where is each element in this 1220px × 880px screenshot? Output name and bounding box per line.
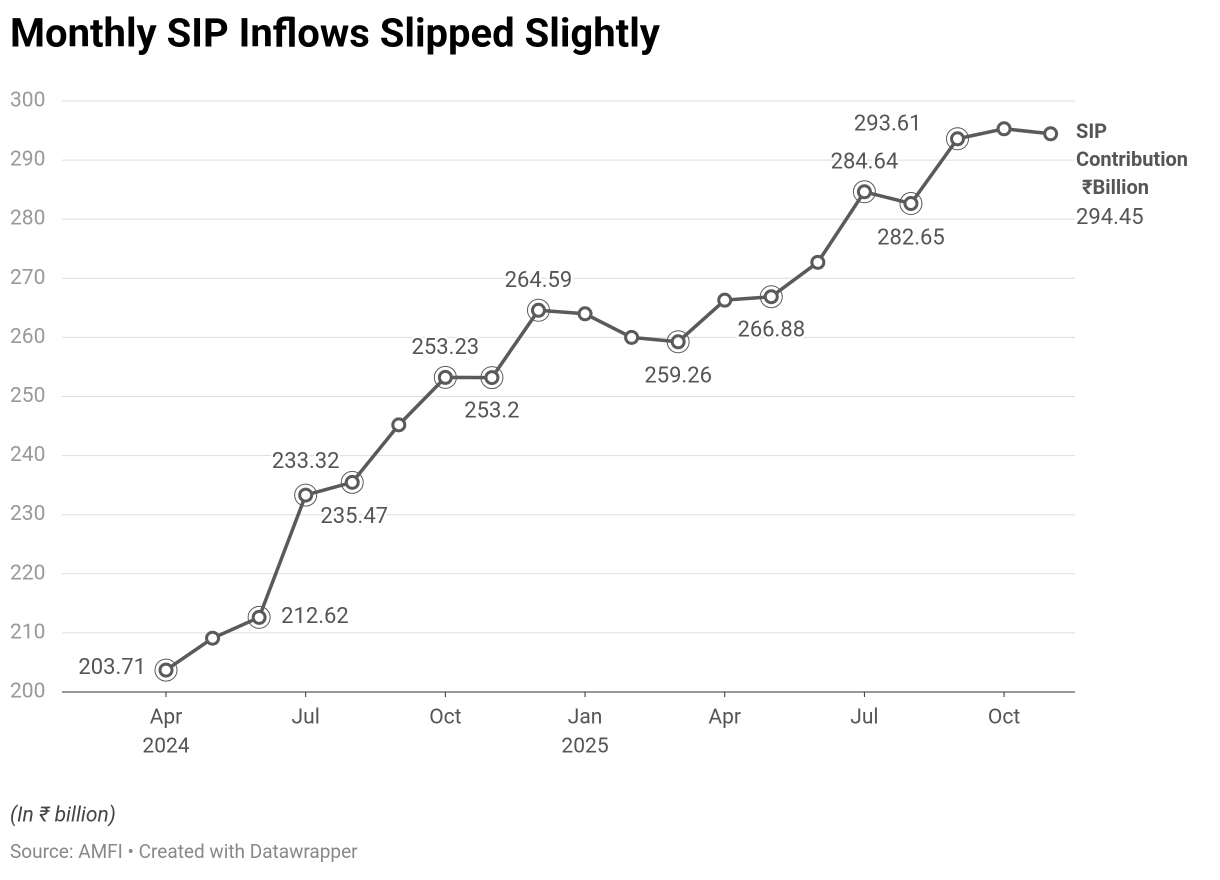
highlight-ring — [294, 483, 318, 507]
point — [530, 302, 546, 318]
y-tick-label: 270 — [10, 266, 45, 290]
y-tick-label: 280 — [10, 207, 45, 231]
highlight-ring — [759, 285, 783, 309]
highlight-ring — [154, 658, 178, 682]
y-tick-label: 300 — [10, 89, 45, 113]
y-tick-label: 260 — [10, 325, 45, 349]
x-tick-year: 2024 — [142, 735, 189, 759]
y-tick-label: 230 — [10, 502, 45, 526]
point — [856, 184, 872, 200]
value-label: 212.62 — [281, 604, 349, 629]
point — [810, 254, 826, 270]
highlight-ring — [340, 470, 364, 494]
point — [624, 329, 640, 345]
y-tick-label: 220 — [10, 561, 45, 585]
point — [763, 289, 779, 305]
value-label: 294.45 — [1076, 205, 1144, 230]
value-label: 203.71 — [78, 655, 146, 680]
value-label: 253.2 — [464, 398, 519, 423]
highlight-ring — [666, 330, 690, 354]
value-label: 264.59 — [505, 268, 573, 293]
value-label: 235.47 — [320, 504, 388, 529]
y-tick-label: 240 — [10, 443, 45, 467]
x-tick-label: Jul — [292, 706, 320, 730]
x-tick-label: Apr — [150, 706, 183, 730]
point — [484, 370, 500, 386]
point — [950, 131, 966, 147]
y-tick-label: 210 — [10, 620, 45, 644]
source: Source: AMFI • Created with Datawrapper — [10, 840, 358, 863]
point — [391, 417, 407, 433]
highlight-ring — [480, 366, 504, 390]
series-label: SIP Contribution ₹Billion — [1076, 119, 1193, 199]
chart-title: Monthly SIP Inflows Slipped Slightly — [10, 10, 661, 57]
point — [717, 292, 733, 308]
value-label: 253.23 — [412, 335, 480, 360]
highlight-ring — [247, 605, 271, 629]
point — [996, 121, 1012, 137]
point — [251, 609, 267, 625]
point — [158, 662, 174, 678]
value-label: 282.65 — [877, 225, 945, 250]
y-tick-label: 290 — [10, 148, 45, 172]
value-label: 233.32 — [272, 449, 340, 474]
point — [437, 369, 453, 385]
value-label: 266.88 — [737, 318, 805, 343]
value-label: 259.26 — [644, 364, 712, 389]
x-tick-label: Jul — [850, 706, 878, 730]
note: (In ₹ billion) — [10, 804, 116, 828]
x-tick-label: Oct — [988, 706, 1020, 730]
y-tick-label: 250 — [10, 384, 45, 408]
point — [205, 630, 221, 646]
x-tick-label: Jan — [568, 706, 603, 730]
point — [903, 196, 919, 212]
x-tick-year: 2025 — [561, 735, 608, 759]
point — [577, 306, 593, 322]
y-tick-label: 200 — [10, 680, 45, 704]
line — [165, 127, 1051, 672]
highlight-ring — [899, 192, 923, 216]
point — [1043, 126, 1059, 142]
x-tick-label: Oct — [429, 706, 461, 730]
value-label: 293.61 — [854, 112, 922, 137]
x-tick-label: Apr — [708, 706, 741, 730]
highlight-ring — [852, 180, 876, 204]
highlight-ring — [946, 127, 970, 151]
highlight-ring — [433, 365, 457, 389]
value-label: 284.64 — [831, 150, 899, 175]
highlight-ring — [526, 298, 550, 322]
point — [298, 487, 314, 503]
point — [344, 474, 360, 490]
point — [670, 334, 686, 350]
